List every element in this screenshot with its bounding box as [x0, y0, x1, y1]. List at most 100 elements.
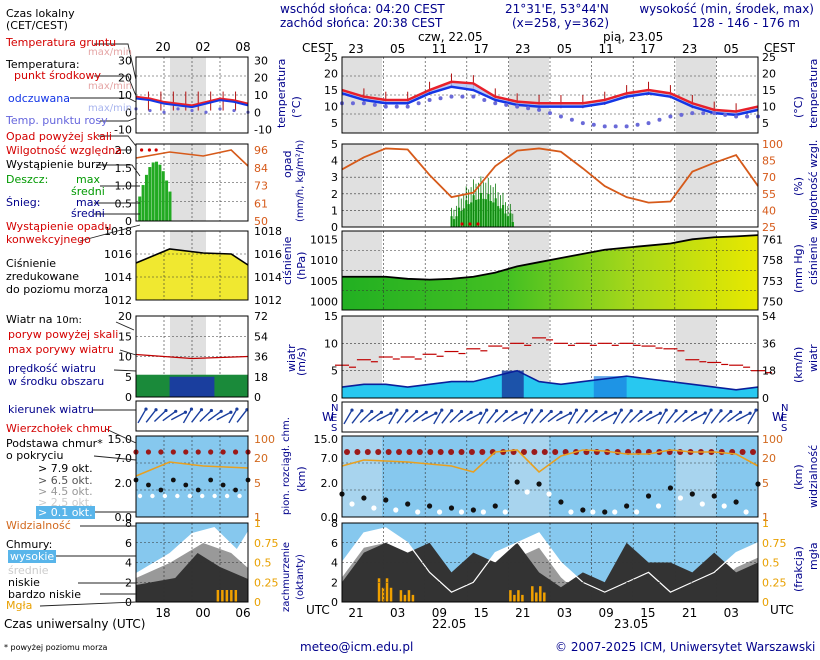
pressure-frame	[341, 230, 759, 311]
cloud-base-thin-dot	[393, 507, 399, 513]
leg-temp-right-tick-0: 30	[254, 54, 268, 67]
pressure-left-tick-2: 1005	[310, 275, 338, 288]
cloud-base-dot	[645, 493, 652, 499]
utc-tick-6: 09	[599, 606, 614, 620]
leg-rain-bar	[165, 180, 169, 221]
leg-visibility-right-tick-1: 20	[254, 452, 268, 465]
utc-label-left: UTC	[306, 603, 330, 617]
utc-tick-5: 03	[557, 606, 572, 620]
winddir-arrow-head	[440, 408, 444, 412]
winddir-arrow-head	[584, 409, 588, 413]
leg-cloud-top	[183, 449, 189, 455]
legend-utc-tick-2: 06	[235, 606, 250, 620]
leg-fog-right-tick-2: 0.5	[254, 557, 272, 570]
legend-connector-11	[115, 321, 135, 331]
leg-pressure-right-tick-2: 1014	[254, 271, 282, 284]
leg-winddir-arrow	[228, 408, 238, 424]
cest-label-left: CEST	[302, 41, 333, 55]
visibility-right-tick-3: 1	[762, 511, 769, 524]
legend-connector-0	[94, 43, 137, 81]
winddir-arrow-head	[684, 409, 688, 414]
cloud-frame	[341, 435, 759, 518]
cloud-left-tick-0: 15.0	[314, 433, 339, 446]
cloud-top-dot	[406, 449, 413, 455]
cloud-base-thin-dot	[699, 501, 705, 507]
convective-dot-1	[468, 222, 472, 226]
cloud-left-tick-1: 7.0	[321, 452, 339, 465]
legend-convective2: konwekcyjnego	[6, 233, 91, 246]
winddir-arrow-head	[494, 409, 499, 413]
fog-bar	[385, 578, 389, 602]
wind-mid-band	[593, 376, 627, 398]
legend-wind-dir: kierunek wiatru	[8, 403, 94, 416]
winddir-arrow	[421, 412, 437, 422]
fog-bar	[389, 587, 393, 602]
cest-tick-3: 17	[473, 42, 488, 56]
legend-snow: Śnieg:	[6, 196, 41, 209]
dewpoint-dot	[416, 101, 421, 106]
temp-title-right: temperatura	[807, 58, 820, 128]
legend-pressure-sub2: do poziomu morza	[6, 283, 109, 296]
leg-winddir-arrow-head	[229, 410, 233, 414]
leg-temp-right-tick-4: -10	[254, 124, 272, 137]
legend-utc-tick-0: 18	[155, 606, 170, 620]
fog-bar	[403, 594, 407, 602]
sunset-text: zachód słońca: 20:38 CEST	[280, 16, 443, 30]
fog-bar	[539, 586, 542, 602]
leg-rain-bar	[141, 185, 145, 221]
leg-temp-left-tick-0: 30	[118, 54, 132, 67]
pressure-left-tick-0: 1015	[310, 233, 338, 246]
cloud-base-thin-dot	[546, 491, 552, 497]
temp-title: temperatura	[275, 58, 288, 128]
leg-humidity-right-tick-4: 50	[254, 215, 268, 228]
visibility-right-tick-2: 5	[762, 477, 769, 490]
cloud-top-dot	[416, 449, 423, 455]
utc-tick-1: 03	[390, 606, 405, 620]
leg-fog-right-tick-1: 0.75	[254, 537, 279, 550]
winddir-arrow-head	[594, 409, 598, 414]
wind-right-title: wiatr	[807, 344, 820, 372]
cloud-top-dot	[427, 449, 434, 455]
winddir-arrow	[718, 410, 732, 424]
winddir-arrow-head	[619, 408, 623, 412]
dewpoint-dot	[537, 107, 542, 112]
dewpoint-dot	[734, 114, 739, 119]
winddir-arrow-head	[479, 411, 483, 415]
leg-winddir-arrow	[182, 408, 193, 424]
utc-tick-2: 09	[432, 606, 447, 620]
precip-night-1	[509, 144, 549, 227]
fog-bar	[531, 586, 534, 602]
leg-storm-dot-2	[154, 148, 158, 152]
winddir-arrow	[682, 411, 697, 423]
cest-tick-4: 23	[515, 42, 530, 56]
leg-winddir-arrow-head	[235, 407, 239, 411]
precip-left-tick-4: 1	[331, 204, 338, 217]
leg-winddir-arrow	[216, 411, 232, 421]
winddir-arrow-head	[674, 409, 678, 413]
wind-strong-band	[501, 370, 524, 398]
date2-label: 23.05	[614, 617, 649, 631]
winddir-bg	[342, 402, 758, 432]
temp-left-tick-2: 15	[324, 84, 338, 97]
legend-wind-height: 10m:	[55, 315, 82, 326]
cloud-top-dot	[364, 449, 371, 455]
leg-cover-left-tick-0: 8	[125, 517, 132, 530]
leg-pressure-line	[135, 248, 249, 266]
cloud-title: pion. rozciągł. chm.	[281, 417, 292, 515]
temp-right-tick-4: 5	[762, 117, 769, 130]
temp-right-tick-2: 15	[762, 84, 776, 97]
winddir-arrow	[727, 411, 741, 423]
cloud-base-dot	[624, 503, 630, 509]
leg-temp-per	[135, 97, 249, 109]
cloud-top-dot	[354, 449, 361, 455]
date1-label: 22.05	[432, 617, 467, 631]
fog-bar	[407, 590, 411, 602]
winddir-left-E: E	[331, 413, 337, 424]
cest-tick-5: 05	[557, 42, 572, 56]
winddir-arrow-head	[459, 409, 464, 414]
leg-winddir-bg	[136, 401, 248, 431]
temp-right-tick-0: 25	[762, 51, 776, 64]
humidity-right-tick-4: 40	[762, 204, 776, 217]
legend-dewpoint: Temp. punktu rosy	[6, 114, 108, 127]
leg-precip-left-tick-1: 1.5	[115, 162, 133, 175]
